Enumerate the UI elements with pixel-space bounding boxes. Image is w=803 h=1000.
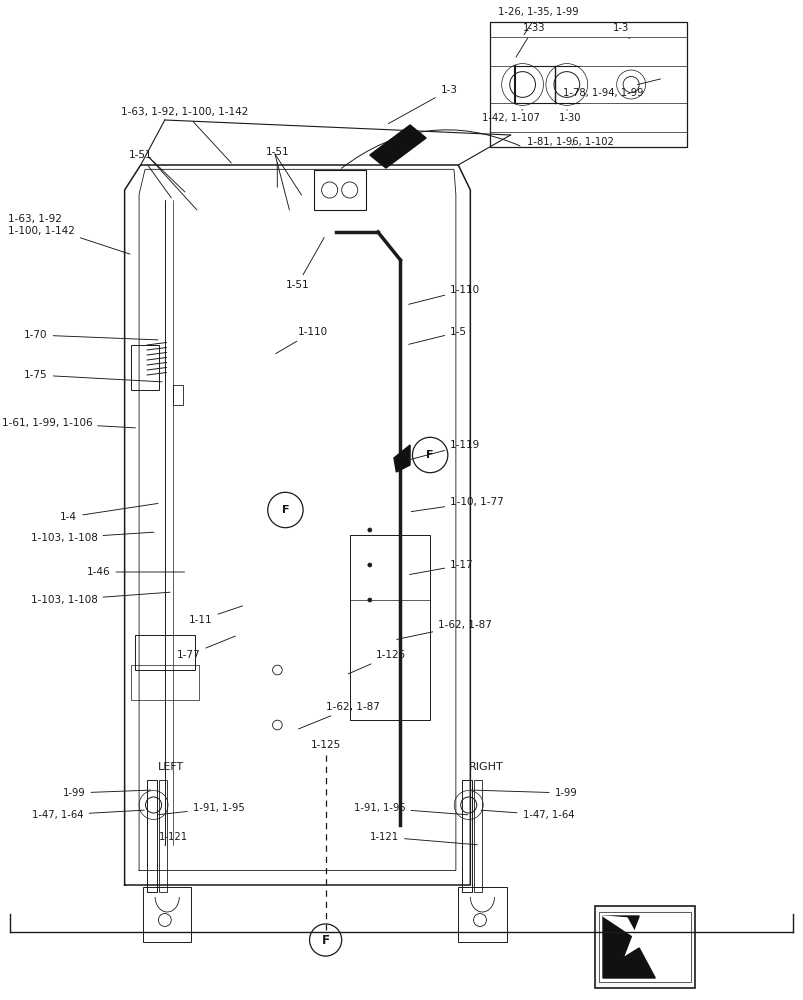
- Polygon shape: [602, 916, 654, 978]
- Polygon shape: [393, 445, 410, 472]
- Text: 1-47, 1-64: 1-47, 1-64: [32, 810, 145, 820]
- Text: 1-75: 1-75: [24, 370, 162, 382]
- Polygon shape: [602, 916, 638, 940]
- Text: 1-125: 1-125: [348, 650, 406, 674]
- Text: 1-110: 1-110: [275, 327, 327, 354]
- Text: 1-99: 1-99: [63, 788, 151, 798]
- Text: 1-77: 1-77: [177, 636, 235, 660]
- Text: 1-30: 1-30: [558, 109, 581, 123]
- Text: LEFT: LEFT: [158, 762, 184, 772]
- Text: 1-63, 1-92, 1-100, 1-142: 1-63, 1-92, 1-100, 1-142: [120, 107, 247, 163]
- Bar: [474, 780, 482, 892]
- Text: F: F: [281, 505, 289, 515]
- Text: 1-119: 1-119: [410, 440, 480, 459]
- Text: 1-4: 1-4: [60, 503, 158, 522]
- Text: 1-3: 1-3: [388, 85, 457, 124]
- Text: 1-17: 1-17: [409, 560, 473, 575]
- Circle shape: [368, 563, 371, 567]
- Text: 1-81, 1-96, 1-102: 1-81, 1-96, 1-102: [526, 137, 613, 147]
- Text: 1-42, 1-107: 1-42, 1-107: [482, 109, 540, 123]
- Text: 1-33: 1-33: [516, 23, 544, 57]
- Bar: [131, 665, 199, 700]
- Bar: [147, 780, 157, 892]
- Bar: [313, 170, 365, 210]
- Text: 1-11: 1-11: [189, 606, 243, 625]
- Text: 1-47, 1-64: 1-47, 1-64: [480, 810, 573, 820]
- Circle shape: [368, 528, 371, 532]
- Bar: [131, 345, 159, 390]
- Bar: [598, 912, 691, 982]
- Text: 1-99: 1-99: [471, 788, 577, 798]
- Text: 1-125: 1-125: [310, 740, 340, 750]
- Text: 1-46: 1-46: [87, 567, 185, 577]
- Text: F: F: [426, 450, 434, 460]
- Text: 1-51: 1-51: [265, 147, 288, 187]
- Text: 1-3: 1-3: [612, 23, 629, 39]
- Bar: [159, 780, 167, 892]
- Text: F: F: [321, 934, 329, 946]
- Circle shape: [368, 598, 371, 602]
- Bar: [594, 906, 695, 988]
- Bar: [143, 887, 191, 942]
- Text: 1-91, 1-95: 1-91, 1-95: [353, 803, 467, 815]
- Bar: [349, 535, 430, 720]
- Bar: [458, 887, 506, 942]
- Text: 1-62, 1-87: 1-62, 1-87: [396, 620, 491, 639]
- Text: 1-63, 1-92
1-100, 1-142: 1-63, 1-92 1-100, 1-142: [8, 214, 130, 254]
- Text: 1-26, 1-35, 1-99: 1-26, 1-35, 1-99: [498, 7, 578, 35]
- Text: 1-110: 1-110: [408, 285, 479, 304]
- Text: 1-78, 1-94, 1-99: 1-78, 1-94, 1-99: [562, 79, 660, 98]
- Text: 1-5: 1-5: [408, 327, 467, 344]
- Bar: [135, 635, 195, 670]
- Polygon shape: [369, 125, 426, 168]
- Text: 1-62, 1-87: 1-62, 1-87: [298, 702, 379, 729]
- Text: 1-70: 1-70: [24, 330, 158, 340]
- Text: 1-51: 1-51: [285, 237, 324, 290]
- Text: 1-103, 1-108: 1-103, 1-108: [31, 532, 154, 543]
- Text: 1-121: 1-121: [369, 832, 477, 845]
- Text: 1-61, 1-99, 1-106: 1-61, 1-99, 1-106: [2, 418, 136, 428]
- Text: 1-103, 1-108: 1-103, 1-108: [31, 592, 170, 605]
- Text: 1-51: 1-51: [128, 150, 171, 198]
- Text: 1-10, 1-77: 1-10, 1-77: [410, 497, 503, 512]
- Bar: [173, 385, 182, 405]
- Bar: [490, 22, 687, 147]
- Text: 1-91, 1-95: 1-91, 1-95: [157, 803, 244, 815]
- Bar: [462, 780, 471, 892]
- Text: 1-121: 1-121: [159, 832, 188, 845]
- Text: RIGHT: RIGHT: [468, 762, 503, 772]
